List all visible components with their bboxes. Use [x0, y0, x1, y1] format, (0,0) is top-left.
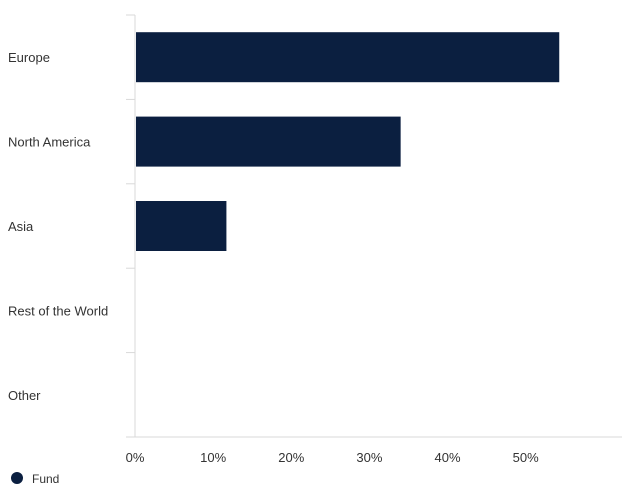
bar-asia	[136, 201, 227, 251]
category-labels: Europe North America Asia Rest of the World…	[8, 50, 108, 403]
category-label: Europe	[8, 50, 50, 65]
category-label: Asia	[8, 219, 34, 234]
legend: Fund	[11, 472, 59, 486]
legend-label-fund: Fund	[32, 472, 59, 484]
x-tick-labels: 0% 10% 20% 30% 40% 50%	[126, 450, 539, 465]
category-label: North America	[8, 135, 91, 150]
x-tick-label: 10%	[200, 450, 226, 465]
bars-layer	[136, 32, 560, 251]
bar-europe	[136, 32, 560, 83]
axis-layer	[126, 14, 622, 438]
category-label: Rest of the World	[8, 303, 108, 318]
x-tick-label: 30%	[356, 450, 382, 465]
legend-swatch-fund	[11, 472, 23, 484]
bar-north-america	[136, 116, 401, 167]
x-tick-label: 40%	[435, 450, 461, 465]
x-tick-label: 20%	[278, 450, 304, 465]
x-tick-label: 50%	[513, 450, 539, 465]
x-tick-label: 0%	[126, 450, 145, 465]
category-label: Other	[8, 388, 41, 403]
